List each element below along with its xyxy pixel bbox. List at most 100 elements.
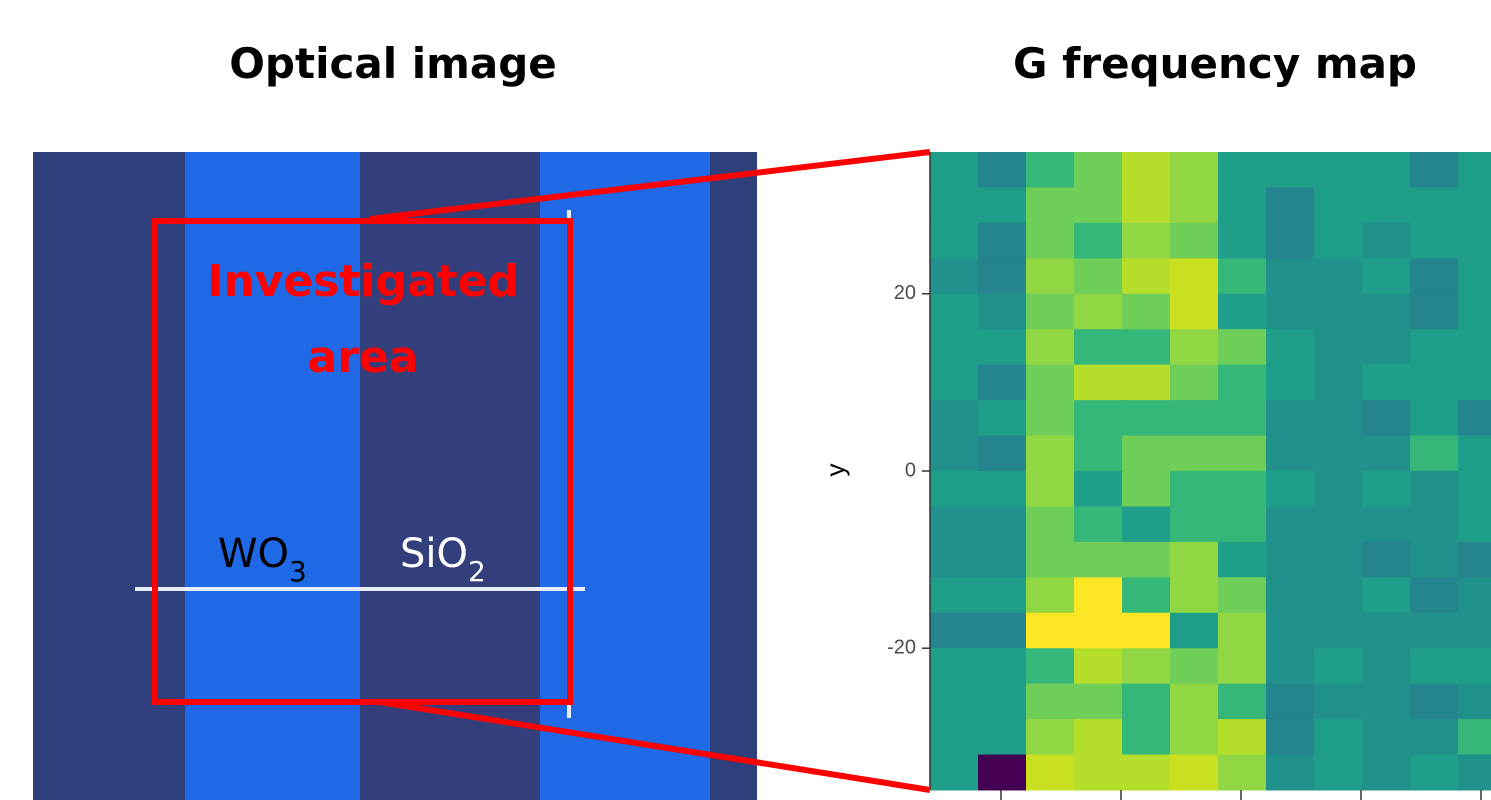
cell: [1026, 400, 1075, 436]
x-ticks: [1001, 790, 1481, 800]
cell: [1122, 577, 1171, 613]
cell: [930, 471, 979, 507]
cell: [1218, 400, 1267, 436]
subscript: 3: [289, 555, 307, 588]
cell: [1266, 258, 1315, 294]
cell: [1410, 613, 1459, 649]
y-tick-label: 0: [905, 459, 916, 481]
cell: [1362, 719, 1411, 755]
cell: [1170, 471, 1219, 507]
cell: [1266, 506, 1315, 542]
cell: [1266, 436, 1315, 472]
cell: [1074, 719, 1123, 755]
cell: [1122, 755, 1171, 791]
cell: [1410, 152, 1459, 188]
cell: [1026, 648, 1075, 684]
cell: [1170, 294, 1219, 330]
cell: [978, 187, 1027, 223]
cell: [1026, 577, 1075, 613]
cell: [930, 329, 979, 365]
cell: [1266, 684, 1315, 720]
cell: [1218, 258, 1267, 294]
cell: [930, 400, 979, 436]
cell: [1170, 400, 1219, 436]
cell: [1410, 542, 1459, 578]
cell: [930, 719, 979, 755]
cell: [1074, 152, 1123, 188]
cell: [1266, 152, 1315, 188]
cell: [1362, 223, 1411, 259]
cell: [1362, 400, 1411, 436]
cell: [1362, 755, 1411, 791]
cell: [1218, 542, 1267, 578]
cell: [978, 223, 1027, 259]
cell: [978, 648, 1027, 684]
cell: [1074, 755, 1123, 791]
cell: [1266, 613, 1315, 649]
cell: [978, 258, 1027, 294]
cell: [1266, 223, 1315, 259]
cell: [1170, 365, 1219, 401]
cell: [930, 577, 979, 613]
cell: [1266, 187, 1315, 223]
y-axis-label: y: [820, 464, 850, 477]
cell: [1314, 258, 1363, 294]
cell: [1170, 719, 1219, 755]
cell: [1074, 400, 1123, 436]
cell: [1410, 329, 1459, 365]
cell: [1170, 542, 1219, 578]
cell: [1410, 436, 1459, 472]
cell: [1026, 684, 1075, 720]
cell: [1074, 542, 1123, 578]
cell: [1458, 365, 1491, 401]
cell: [1122, 294, 1171, 330]
cell: [978, 542, 1027, 578]
cell: [1458, 684, 1491, 720]
cell: [1074, 223, 1123, 259]
cell: [1362, 152, 1411, 188]
cell: [1122, 436, 1171, 472]
cell: [1362, 613, 1411, 649]
cell: [1458, 223, 1491, 259]
cell: [1122, 506, 1171, 542]
cell: [1170, 329, 1219, 365]
cell: [1314, 648, 1363, 684]
y-tick-label: 20: [894, 282, 916, 304]
figure: Optical image G frequency map Investigat…: [0, 0, 1491, 800]
cell: [1410, 684, 1459, 720]
cell: [1362, 542, 1411, 578]
cell: [1074, 613, 1123, 649]
cell: [1314, 542, 1363, 578]
cell: [1074, 294, 1123, 330]
cell: [1314, 613, 1363, 649]
cell: [1362, 471, 1411, 507]
cell: [1266, 329, 1315, 365]
y-tick-label: -20: [887, 637, 916, 659]
cell: [1122, 187, 1171, 223]
cell: [1218, 755, 1267, 791]
cell: [1410, 648, 1459, 684]
cell: [1266, 400, 1315, 436]
cell: [1074, 684, 1123, 720]
cell: [1074, 258, 1123, 294]
cell: [1410, 506, 1459, 542]
cell: [1314, 400, 1363, 436]
cell: [1314, 329, 1363, 365]
map-title: G frequency map: [1013, 39, 1417, 88]
cell: [1218, 329, 1267, 365]
cell: [1170, 755, 1219, 791]
cell: [978, 294, 1027, 330]
heatmap: [930, 152, 1491, 791]
cell: [1362, 648, 1411, 684]
cell: [1074, 436, 1123, 472]
cell: [978, 719, 1027, 755]
cell: [1074, 187, 1123, 223]
cell: [1170, 152, 1219, 188]
cell: [1314, 577, 1363, 613]
cell: [1362, 258, 1411, 294]
cell: [1170, 436, 1219, 472]
cell: [1218, 436, 1267, 472]
cell: [978, 436, 1027, 472]
cell: [1122, 365, 1171, 401]
cell: [978, 152, 1027, 188]
